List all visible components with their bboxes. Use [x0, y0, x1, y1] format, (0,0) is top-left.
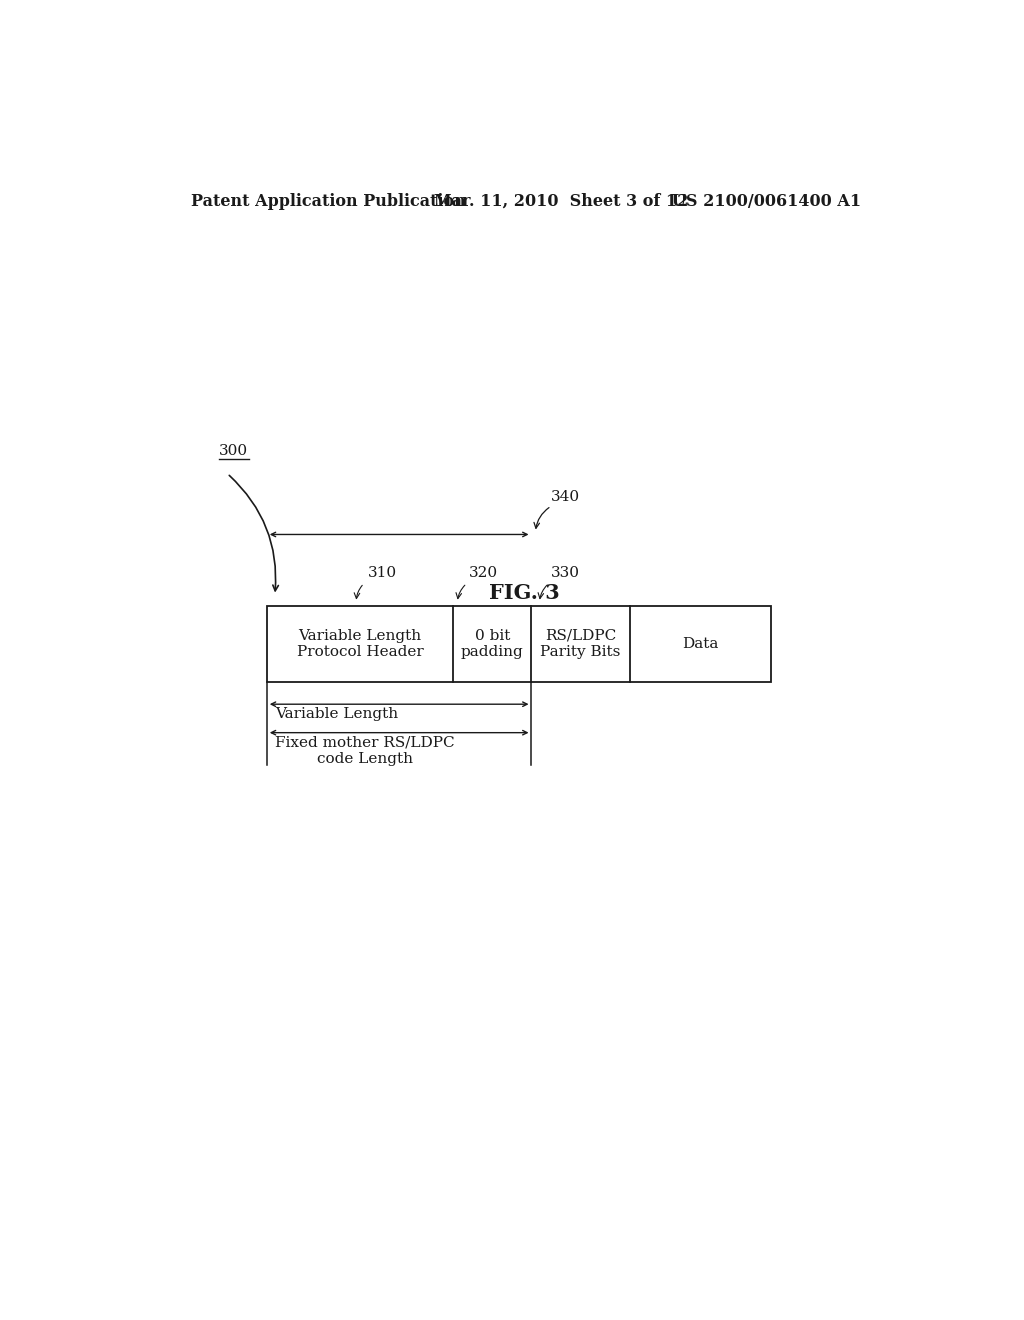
Text: Mar. 11, 2010  Sheet 3 of 12: Mar. 11, 2010 Sheet 3 of 12 — [433, 193, 688, 210]
Text: RS/LDPC
Parity Bits: RS/LDPC Parity Bits — [541, 628, 621, 659]
Text: Variable Length: Variable Length — [274, 708, 398, 721]
Text: Data: Data — [682, 636, 719, 651]
Text: Patent Application Publication: Patent Application Publication — [191, 193, 466, 210]
Text: 320: 320 — [469, 566, 499, 581]
Bar — [267, 606, 771, 682]
Text: 300: 300 — [219, 445, 249, 458]
Text: 0 bit
padding: 0 bit padding — [461, 628, 523, 659]
Text: Fixed mother RS/LDPC
code Length: Fixed mother RS/LDPC code Length — [274, 735, 455, 766]
Text: US 2100/0061400 A1: US 2100/0061400 A1 — [672, 193, 861, 210]
Text: Variable Length
Protocol Header: Variable Length Protocol Header — [297, 628, 424, 659]
Text: 330: 330 — [551, 566, 581, 581]
Text: 340: 340 — [551, 490, 581, 504]
Text: FIG. 3: FIG. 3 — [489, 583, 560, 603]
Text: 310: 310 — [368, 566, 397, 581]
